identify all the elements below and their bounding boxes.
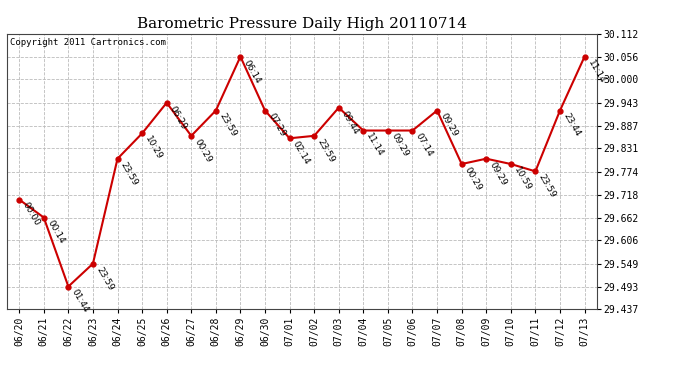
Text: 10:29: 10:29 <box>144 135 164 162</box>
Text: 09:29: 09:29 <box>389 132 410 159</box>
Text: 06:29: 06:29 <box>168 104 189 131</box>
Text: 23:59: 23:59 <box>315 137 336 164</box>
Text: 00:14: 00:14 <box>45 219 66 246</box>
Text: 23:59: 23:59 <box>217 112 238 139</box>
Text: 09:29: 09:29 <box>488 160 509 187</box>
Text: Copyright 2011 Cartronics.com: Copyright 2011 Cartronics.com <box>10 38 166 47</box>
Text: 09:29: 09:29 <box>438 112 459 139</box>
Text: 06:14: 06:14 <box>241 58 262 85</box>
Text: 11:14: 11:14 <box>586 58 607 85</box>
Text: 01:44: 01:44 <box>70 288 90 315</box>
Text: 23:59: 23:59 <box>119 160 139 187</box>
Text: 23:59: 23:59 <box>95 265 115 292</box>
Text: 23:59: 23:59 <box>537 173 558 200</box>
Text: 23:44: 23:44 <box>562 112 582 138</box>
Text: 00:00: 00:00 <box>21 201 41 228</box>
Text: 02:14: 02:14 <box>291 140 312 166</box>
Text: 07:29: 07:29 <box>266 112 287 139</box>
Text: 09:44: 09:44 <box>340 109 361 136</box>
Text: 00:29: 00:29 <box>463 165 484 192</box>
Text: 11:14: 11:14 <box>365 132 386 159</box>
Text: 07:14: 07:14 <box>414 132 435 159</box>
Text: 00:29: 00:29 <box>193 137 213 164</box>
Text: 10:59: 10:59 <box>512 165 533 192</box>
Title: Barometric Pressure Daily High 20110714: Barometric Pressure Daily High 20110714 <box>137 17 467 31</box>
